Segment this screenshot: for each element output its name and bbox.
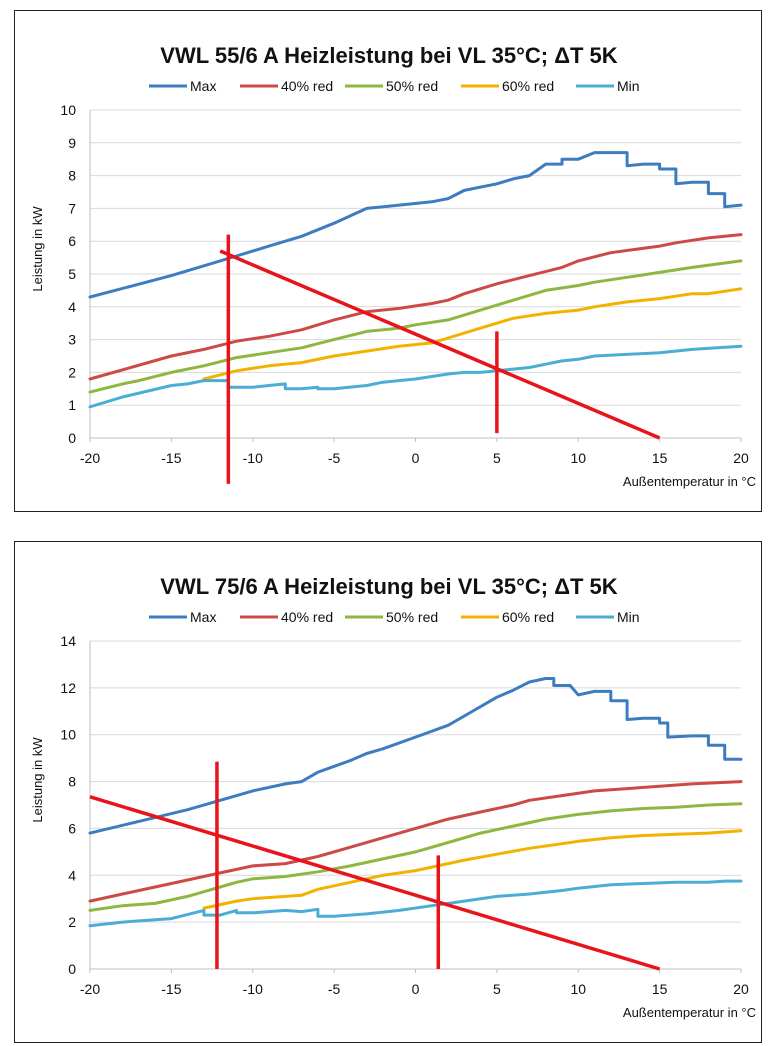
x-tick-label: 15 <box>652 981 668 997</box>
x-tick-label: 0 <box>412 450 420 466</box>
x-tick-label: 5 <box>493 981 501 997</box>
series-line-50-red <box>88 802 743 912</box>
y-axis-label: Leistung in kW <box>30 206 45 292</box>
series-line-max <box>88 151 743 299</box>
series-line-60-red <box>202 287 743 381</box>
series-line-min <box>88 344 743 409</box>
chart-title: VWL 55/6 A Heizleistung bei VL 35°C; ΔT … <box>160 43 617 68</box>
legend-label: 50% red <box>386 609 438 625</box>
x-tick-label: 0 <box>412 981 420 997</box>
y-tick-label: 6 <box>68 233 76 249</box>
y-tick-label: 8 <box>68 774 76 790</box>
y-tick-label: 5 <box>68 266 76 282</box>
series-line-40-red <box>88 780 743 903</box>
y-tick-label: 3 <box>68 332 76 348</box>
y-tick-label: 12 <box>60 680 76 696</box>
x-tick-label: 20 <box>733 450 749 466</box>
series-line-40-red <box>88 233 743 381</box>
y-tick-label: 10 <box>60 102 76 118</box>
x-tick-label: 20 <box>733 981 749 997</box>
annotation-line-0 <box>89 795 661 971</box>
legend-label: Max <box>190 609 216 625</box>
legend-label: Max <box>190 78 216 94</box>
y-tick-label: 6 <box>68 820 76 836</box>
y-axis-label: Leistung in kW <box>30 737 45 823</box>
y-tick-label: 8 <box>68 168 76 184</box>
legend-label: 60% red <box>502 78 554 94</box>
y-tick-label: 2 <box>68 914 76 930</box>
legend-label: 40% red <box>281 609 333 625</box>
y-tick-label: 4 <box>68 299 76 315</box>
x-tick-label: 15 <box>652 450 668 466</box>
x-tick-label: 10 <box>570 450 586 466</box>
series-line-max <box>88 677 743 835</box>
x-axis-label: Außentemperatur in °C <box>623 1005 756 1020</box>
chart-panel-2: VWL 75/6 A Heizleistung bei VL 35°C; ΔT … <box>14 541 762 1043</box>
chart-svg-2: VWL 75/6 A Heizleistung bei VL 35°C; ΔT … <box>30 574 756 1020</box>
x-tick-label: -5 <box>328 450 341 466</box>
x-tick-label: 5 <box>493 450 501 466</box>
y-tick-label: 2 <box>68 364 76 380</box>
x-tick-label: -5 <box>328 981 341 997</box>
x-tick-label: 10 <box>570 981 586 997</box>
y-tick-label: 4 <box>68 867 76 883</box>
series-line-60-red <box>202 829 743 910</box>
x-tick-label: -20 <box>80 981 100 997</box>
annotation-line-0 <box>219 249 661 440</box>
x-tick-label: -10 <box>243 981 263 997</box>
legend-label: 50% red <box>386 78 438 94</box>
chart-panel-1: VWL 55/6 A Heizleistung bei VL 35°C; ΔT … <box>14 10 762 512</box>
y-tick-label: 0 <box>68 430 76 446</box>
x-tick-label: -10 <box>243 450 263 466</box>
chart-title: VWL 75/6 A Heizleistung bei VL 35°C; ΔT … <box>160 574 617 599</box>
chart-svg-1: VWL 55/6 A Heizleistung bei VL 35°C; ΔT … <box>30 43 756 489</box>
legend-label: 40% red <box>281 78 333 94</box>
x-tick-label: -15 <box>161 981 181 997</box>
y-tick-label: 1 <box>68 397 76 413</box>
y-tick-label: 0 <box>68 961 76 977</box>
legend-label: Min <box>617 78 640 94</box>
legend-label: 60% red <box>502 609 554 625</box>
series-line-min <box>88 879 743 928</box>
x-tick-label: -20 <box>80 450 100 466</box>
y-tick-label: 7 <box>68 200 76 216</box>
x-tick-label: -15 <box>161 450 181 466</box>
legend-label: Min <box>617 609 640 625</box>
y-tick-label: 10 <box>60 727 76 743</box>
x-axis-label: Außentemperatur in °C <box>623 474 756 489</box>
series-line-50-red <box>88 259 743 394</box>
y-tick-label: 9 <box>68 135 76 151</box>
y-tick-label: 14 <box>60 633 76 649</box>
